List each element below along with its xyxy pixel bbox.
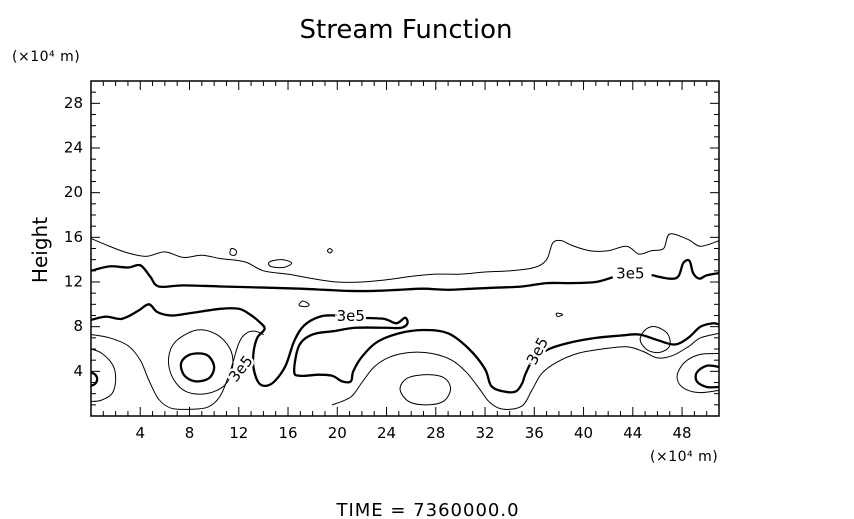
y-tick-label: 8 <box>73 317 83 335</box>
x-tick-label: 8 <box>185 424 195 442</box>
y-tick-label: 16 <box>64 228 83 246</box>
y-tick-label: 24 <box>64 139 83 157</box>
contour-line-upper-thick-right <box>651 258 719 280</box>
x-tick-label: 40 <box>574 424 593 442</box>
contour-line-blob-x8 <box>179 352 216 383</box>
x-tick-label: 36 <box>525 424 544 442</box>
contour-line-blob-x27 <box>399 374 452 406</box>
y-tick-label: 28 <box>64 94 83 112</box>
x-tick-label: 28 <box>426 424 445 442</box>
contour-label-1: 3e5 <box>616 265 644 283</box>
contour-line-right-ring <box>676 352 719 394</box>
contour-line-right-blob <box>694 364 719 389</box>
contour-line-left-edge-thick <box>91 371 99 387</box>
x-tick-label: 44 <box>623 424 642 442</box>
x-axis-unit: (×10⁴ m) <box>650 449 718 465</box>
contour-label-2: 3e5 <box>337 307 365 325</box>
contour-line-islet-1 <box>229 247 238 256</box>
contour-line-left-edge-ring <box>91 348 117 402</box>
y-tick-label: 4 <box>73 362 83 380</box>
plot-frame <box>90 80 720 417</box>
x-tick-label: 20 <box>328 424 347 442</box>
chart-title: Stream Function <box>300 15 513 45</box>
y-axis-label: Height <box>28 217 52 283</box>
contour-line-blob-x46 <box>639 326 671 354</box>
contour-line-lower-thin-2 <box>331 332 719 410</box>
x-tick-label: 12 <box>229 424 248 442</box>
y-tick-label: 20 <box>64 183 83 201</box>
x-tick-label: 24 <box>377 424 396 442</box>
x-tick-label: 48 <box>673 424 692 442</box>
contour-line-ring-x8 <box>167 329 234 395</box>
contour-label-3: 3e5 <box>225 352 257 385</box>
contour-line-upper-thin <box>91 233 719 283</box>
y-tick-label: 12 <box>64 273 83 291</box>
x-tick-label: 16 <box>278 424 297 442</box>
contour-line-islet-5 <box>555 312 564 318</box>
contour-line-islet-3 <box>326 248 333 254</box>
y-axis-unit: (×10⁴ m) <box>12 49 80 65</box>
contour-lines <box>91 233 719 410</box>
contour-line-islet-4 <box>298 300 310 308</box>
contour-line-main-thick <box>91 303 719 394</box>
x-tick-label: 4 <box>135 424 145 442</box>
contour-line-upper-thick <box>91 263 614 293</box>
contour-label-4: 3e5 <box>523 334 552 367</box>
time-footer: TIME = 7360000.0 <box>335 500 519 519</box>
x-tick-label: 32 <box>475 424 494 442</box>
contour-line-islet-2 <box>268 259 293 269</box>
